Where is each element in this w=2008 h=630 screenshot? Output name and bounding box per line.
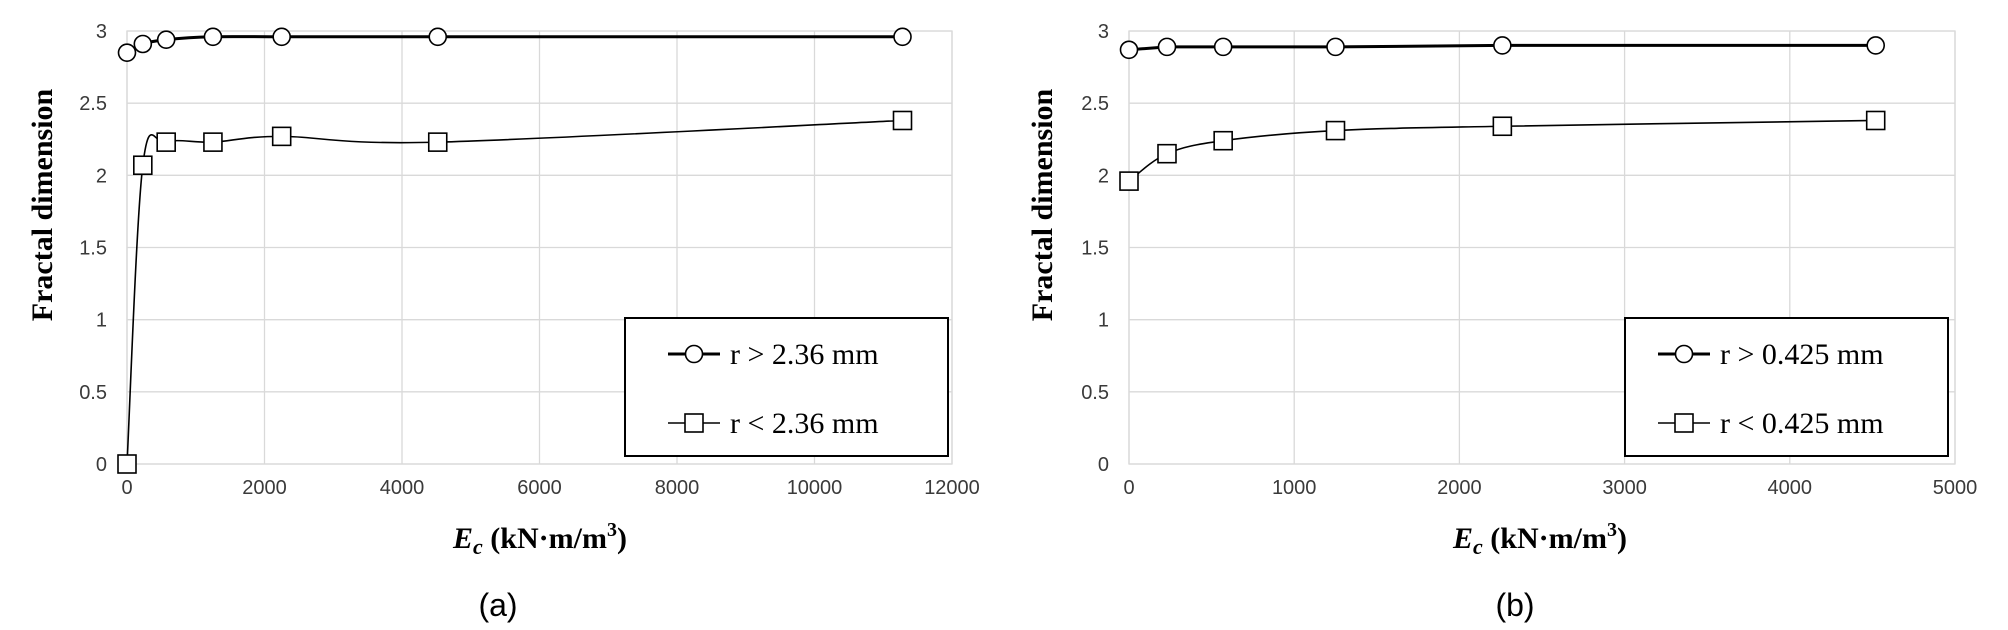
data-point-b-1-0 bbox=[1119, 171, 1139, 191]
chart-panel-b: 0 0.5 1 1.5 2 2.5 3 0 1000 2000 3000 4000 5000 Fract… bbox=[1026, 21, 1977, 623]
plot-frame-b bbox=[1128, 30, 1956, 465]
panel-label-a: (a) bbox=[478, 587, 517, 623]
y-tick-label-b-1: 0.5 bbox=[1081, 382, 1109, 404]
y-tick-label-a-6: 3 bbox=[96, 21, 107, 43]
x-tick-label-a-1: 2000 bbox=[242, 477, 287, 499]
y-tick-label-a-3: 1.5 bbox=[79, 238, 107, 260]
tick-labels-b: 0 0.5 1 1.5 2 2.5 3 0 1000 2000 3000 4000 5000 bbox=[1081, 21, 1977, 499]
y-tick-label-b-4: 2 bbox=[1098, 165, 1109, 187]
data-point-a-1-5 bbox=[427, 132, 448, 152]
y-tick-label-a-4: 2 bbox=[96, 165, 107, 187]
x-tick-label-b-3: 3000 bbox=[1602, 477, 1647, 499]
x-tick-label-a-2: 4000 bbox=[380, 477, 425, 499]
y-tick-label-b-6: 3 bbox=[1098, 21, 1109, 43]
data-point-a-0-0 bbox=[117, 43, 137, 62]
legend-box-b bbox=[1624, 317, 1949, 457]
y-tick-label-b-0: 0 bbox=[1098, 454, 1109, 476]
data-point-b-1-5 bbox=[1865, 110, 1886, 131]
data-point-b-0-4 bbox=[1493, 36, 1512, 55]
data-point-b-1-4 bbox=[1492, 116, 1513, 137]
data-point-b-0-0 bbox=[1119, 40, 1139, 60]
legend-marker-circle-b bbox=[1674, 344, 1694, 364]
x-tick-label-b-0: 0 bbox=[1123, 477, 1134, 499]
y-tick-label-a-0: 0 bbox=[96, 454, 107, 476]
legend-marker-circle-a bbox=[684, 344, 704, 364]
data-point-a-0-6 bbox=[893, 27, 912, 47]
y-tick-label-b-3: 1.5 bbox=[1081, 238, 1109, 260]
x-tick-label-b-4: 4000 bbox=[1768, 477, 1813, 499]
tick-labels-a: 0 0.5 1 1.5 2 2.5 3 0 2000 4000 6000 8000 10000 12000 bbox=[79, 21, 980, 499]
data-point-b-1-2 bbox=[1213, 130, 1233, 151]
y-tick-label-a-2: 1 bbox=[96, 310, 107, 332]
data-point-a-0-3 bbox=[203, 27, 223, 47]
x-tick-label-a-3: 6000 bbox=[517, 477, 562, 499]
panel-label-b: (b) bbox=[1495, 587, 1534, 623]
x-axis-title-b: Ec (kN·m/m3) bbox=[1452, 519, 1627, 559]
x-tick-label-b-1: 1000 bbox=[1272, 477, 1317, 499]
x-tick-label-a-6: 12000 bbox=[924, 477, 980, 499]
legend-label-circle-a: r > 2.36 mm bbox=[730, 338, 879, 371]
legend-label-square-b: r < 0.425 mm bbox=[1720, 407, 1884, 440]
data-point-a-1-3 bbox=[203, 132, 223, 152]
x-tick-label-b-5: 5000 bbox=[1933, 477, 1978, 499]
series-line-a-0 bbox=[126, 35, 903, 54]
data-point-b-0-3 bbox=[1326, 37, 1345, 57]
x-tick-label-a-4: 8000 bbox=[655, 477, 700, 499]
series-layer-b bbox=[1119, 36, 1886, 191]
data-point-a-1-2 bbox=[156, 132, 176, 152]
data-point-a-1-0 bbox=[117, 454, 137, 474]
legend-a: r > 2.36 mm r < 2.36 mm bbox=[624, 317, 949, 457]
data-point-a-0-4 bbox=[272, 27, 291, 47]
y-tick-label-a-5: 2.5 bbox=[79, 93, 107, 115]
data-point-a-0-5 bbox=[428, 27, 448, 47]
chart-panel-a: 0 0.5 1 1.5 2 2.5 3 0 2000 4000 6000 8000 10000 12000… bbox=[26, 21, 980, 623]
x-tick-label-b-2: 2000 bbox=[1437, 477, 1482, 499]
data-point-a-0-1 bbox=[133, 34, 153, 54]
data-point-b-0-5 bbox=[1866, 36, 1886, 55]
legend-b: r > 0.425 mm r < 0.425 mm bbox=[1624, 317, 1949, 457]
data-point-a-1-6 bbox=[892, 110, 913, 131]
data-point-b-0-1 bbox=[1157, 37, 1177, 57]
legend-marker-square-a bbox=[684, 413, 704, 433]
series-line-a-1 bbox=[126, 119, 903, 465]
y-tick-label-b-2: 1 bbox=[1098, 310, 1109, 332]
series-layer-a bbox=[117, 27, 913, 474]
plot-border-b bbox=[1128, 30, 1956, 465]
y-axis-title-a: Fractal dimension bbox=[26, 88, 59, 321]
data-point-a-1-4 bbox=[271, 126, 292, 147]
plot-frame-a bbox=[126, 30, 953, 465]
data-point-a-1-1 bbox=[133, 155, 153, 176]
legend-marker-square-b bbox=[1674, 413, 1694, 433]
x-tick-label-a-5: 10000 bbox=[787, 477, 843, 499]
data-point-b-1-3 bbox=[1325, 120, 1346, 141]
data-point-b-0-2 bbox=[1213, 37, 1233, 57]
legend-label-square-a: r < 2.36 mm bbox=[730, 407, 879, 440]
y-axis-title-b: Fractal dimension bbox=[1026, 88, 1059, 321]
y-tick-label-a-1: 0.5 bbox=[79, 382, 107, 404]
x-axis-title-a: Ec (kN·m/m3) bbox=[452, 519, 627, 559]
legend-box-a bbox=[624, 317, 949, 457]
data-point-b-1-1 bbox=[1157, 143, 1177, 164]
legend-label-circle-b: r > 0.425 mm bbox=[1720, 338, 1884, 371]
plot-border-a bbox=[126, 30, 953, 465]
data-point-a-0-2 bbox=[156, 30, 176, 49]
x-tick-label-a-0: 0 bbox=[121, 477, 132, 499]
y-tick-label-b-5: 2.5 bbox=[1081, 93, 1109, 115]
